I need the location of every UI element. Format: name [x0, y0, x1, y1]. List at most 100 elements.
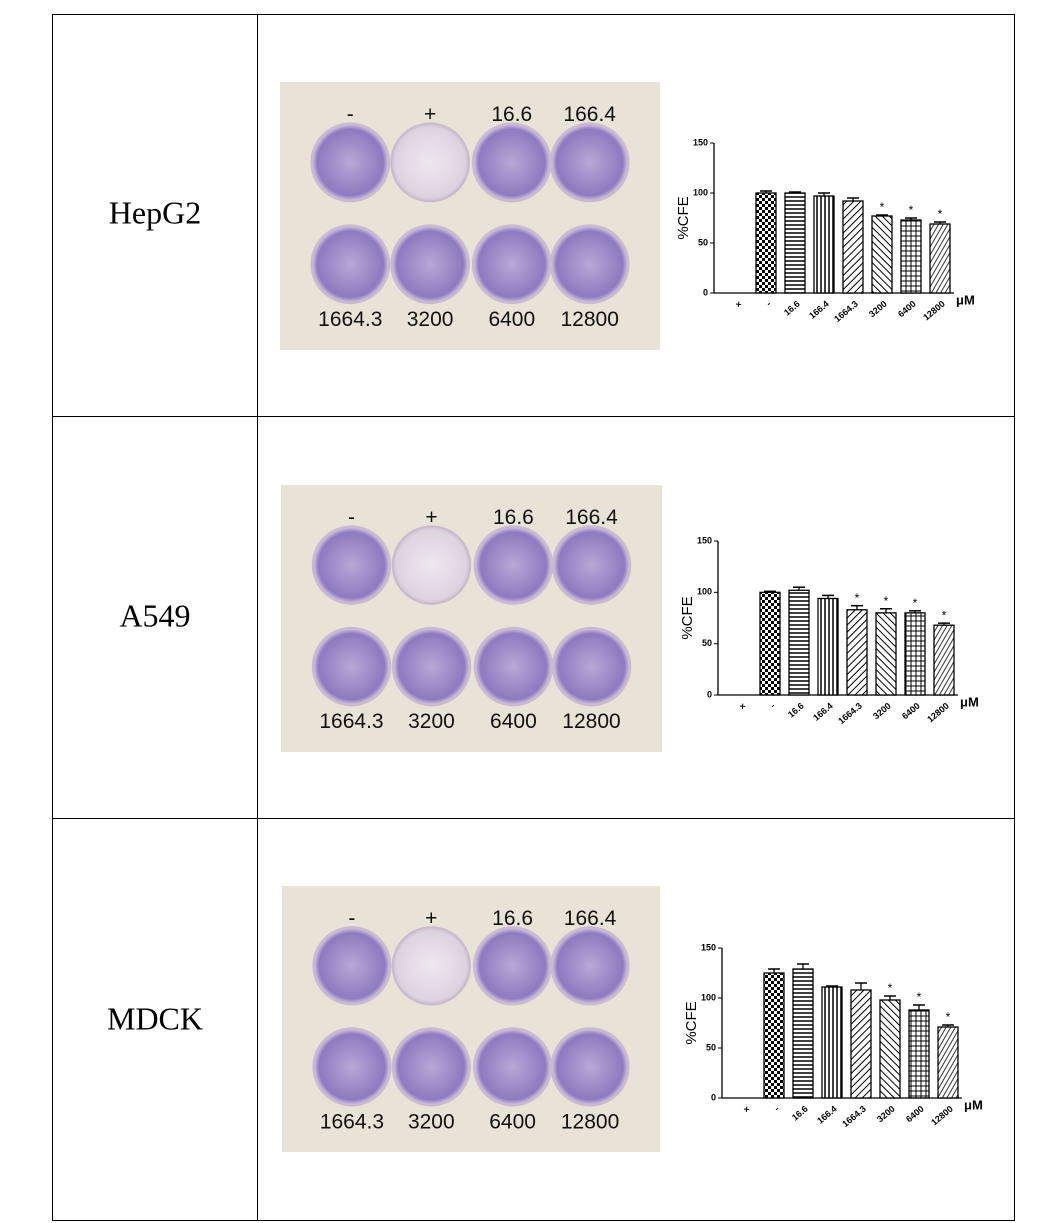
x-tick-label: × [737, 701, 747, 712]
photo-label: 12800 [562, 710, 620, 733]
x-tick-label: 1664.3 [840, 1104, 868, 1129]
dish [473, 626, 554, 707]
dish [391, 926, 471, 1006]
significance-mark: * [880, 200, 885, 214]
y-tick-label: 50 [702, 638, 712, 648]
dish [310, 122, 391, 203]
x-tick-label: - [764, 299, 773, 309]
y-tick-label: 0 [707, 689, 712, 699]
dish [390, 224, 470, 305]
photo-label: 1664.3 [318, 308, 382, 331]
photo-label: 166.4 [565, 506, 618, 529]
x-unit: μM [956, 292, 975, 307]
photo-label: 12800 [560, 308, 618, 331]
bar [871, 215, 893, 294]
bar [788, 589, 810, 696]
y-tick-label: 100 [697, 587, 712, 597]
bar [904, 612, 926, 696]
significance-mark: * [855, 591, 860, 605]
bar [879, 999, 901, 1099]
x-tick-label: 6400 [904, 1104, 926, 1125]
cell-line-name: HepG2 [109, 194, 201, 230]
significance-mark: * [917, 990, 922, 1004]
y-tick-label: 150 [697, 535, 712, 545]
dish [391, 626, 472, 707]
x-tick-label: 6400 [896, 299, 918, 320]
x-tick-label: 166.4 [807, 299, 831, 321]
significance-mark: * [913, 596, 918, 610]
photo-label: - [348, 506, 355, 529]
y-tick-label: 50 [698, 237, 708, 247]
photo-label: 3200 [407, 308, 454, 331]
photo-label: 12800 [561, 1110, 619, 1133]
dish [551, 525, 632, 605]
y-tick-label: 100 [701, 992, 716, 1002]
x-tick-label: 3200 [875, 1104, 897, 1125]
bar [813, 195, 835, 294]
bar [784, 192, 806, 294]
y-tick-label: 150 [693, 137, 708, 147]
y-axis-label: %CFE [675, 196, 692, 239]
bar [759, 591, 781, 696]
dish [312, 926, 392, 1006]
dish [471, 122, 552, 203]
photo-label: 3200 [408, 710, 455, 733]
dish [550, 1027, 630, 1107]
significance-mark: * [909, 203, 914, 217]
bar [817, 597, 839, 696]
x-tick-label: 12800 [925, 701, 951, 725]
y-tick-label: 0 [711, 1092, 716, 1102]
dish [473, 926, 553, 1006]
bar [763, 972, 785, 1099]
dish [391, 525, 472, 605]
bar [933, 624, 955, 696]
photo-label: 1664.3 [319, 710, 383, 733]
dish [471, 224, 552, 305]
bar [937, 1026, 959, 1099]
x-unit: μM [960, 694, 979, 709]
dish [311, 525, 392, 605]
significance-mark: * [888, 981, 893, 995]
dish [550, 926, 630, 1006]
photo-label: 6400 [488, 308, 535, 331]
x-tick-label: 6400 [900, 701, 922, 722]
dish [311, 626, 392, 707]
photo-label: 16.6 [492, 907, 533, 930]
dish [391, 1027, 471, 1107]
dish [312, 1027, 392, 1107]
x-tick-label: 1664.3 [832, 299, 860, 324]
dish [390, 122, 470, 203]
significance-mark: * [884, 594, 889, 608]
x-unit: μM [964, 1097, 983, 1112]
significance-mark: * [942, 608, 947, 622]
bar [821, 986, 843, 1099]
y-tick-label: 150 [701, 942, 716, 952]
photo-label: + [425, 506, 437, 529]
bar [792, 968, 814, 1099]
photo-label: 3200 [408, 1110, 455, 1133]
photo-label: 6400 [489, 1110, 536, 1133]
dish [549, 224, 630, 305]
cell-line-name: MDCK [107, 1000, 203, 1036]
table-borders [52, 14, 1015, 1221]
x-tick-label: × [741, 1104, 751, 1115]
x-tick-label: 16.6 [782, 299, 802, 318]
bar [846, 609, 868, 696]
x-tick-label: 12800 [929, 1104, 955, 1128]
x-tick-label: 1664.3 [836, 701, 864, 726]
photo-label: + [425, 907, 437, 930]
photo-label: 166.4 [564, 907, 617, 930]
photo-label: 166.4 [563, 103, 616, 126]
dish [551, 626, 632, 707]
dish [310, 224, 391, 305]
photo-label: 6400 [490, 710, 537, 733]
x-tick-label: 12800 [921, 299, 947, 323]
bar [875, 612, 897, 696]
x-tick-label: 166.4 [811, 701, 835, 723]
y-axis-label: %CFE [679, 596, 696, 639]
y-axis-label: %CFE [683, 1001, 700, 1044]
significance-mark: * [946, 1010, 951, 1024]
y-tick-label: 100 [693, 187, 708, 197]
x-tick-label: × [733, 299, 743, 310]
